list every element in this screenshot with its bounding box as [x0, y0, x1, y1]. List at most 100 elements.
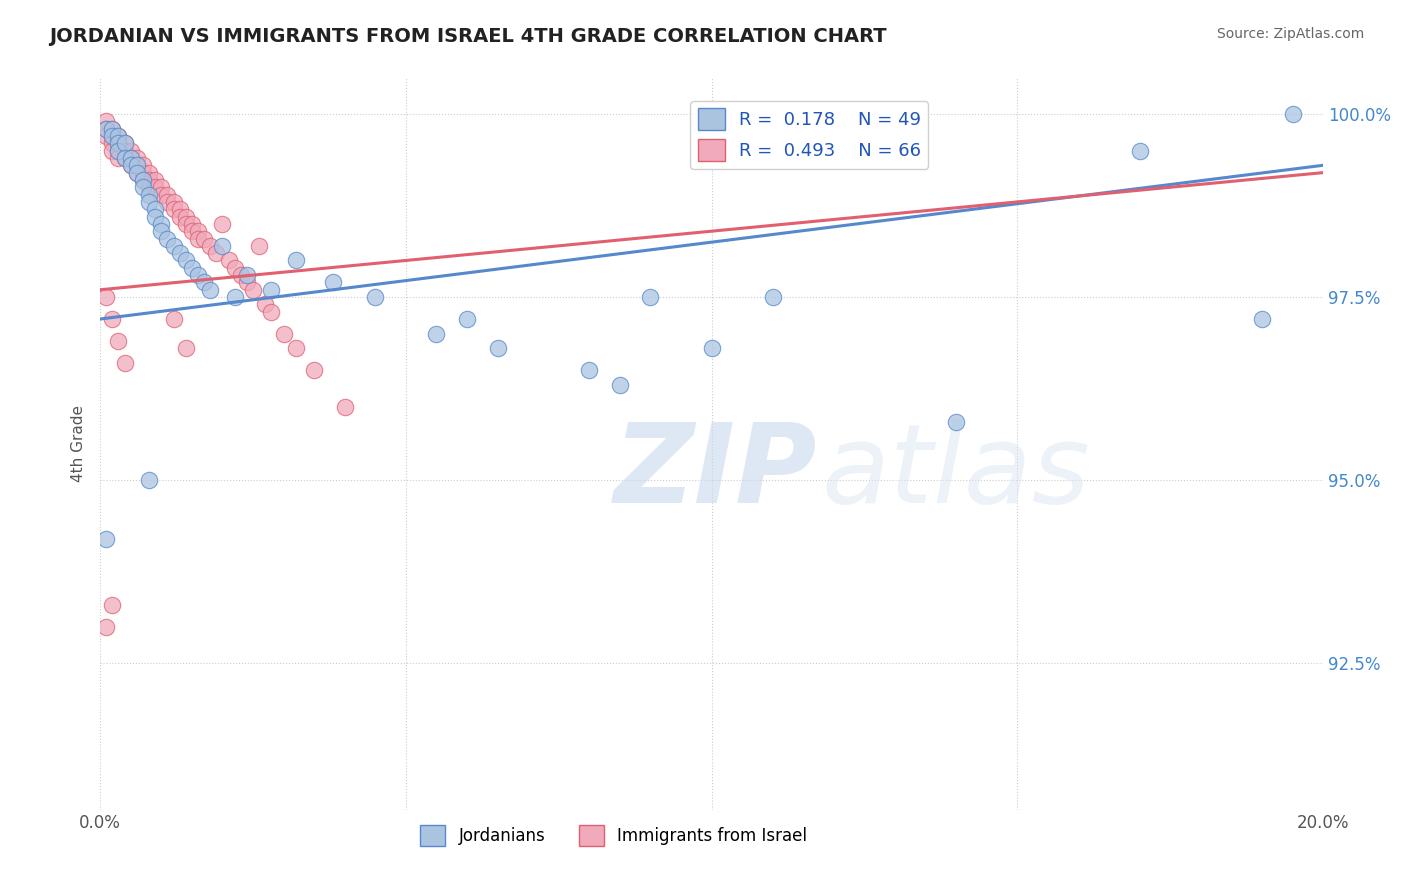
- Point: [143, 180, 166, 194]
- Point: [180, 224, 202, 238]
- Point: [273, 326, 295, 341]
- Point: [96, 114, 118, 128]
- Point: [96, 121, 118, 136]
- Point: [125, 166, 148, 180]
- Point: [156, 187, 179, 202]
- Point: [486, 341, 509, 355]
- Point: [125, 151, 148, 165]
- Point: [107, 128, 129, 143]
- Point: [150, 180, 173, 194]
- Point: [114, 144, 136, 158]
- Point: [96, 619, 118, 633]
- Point: [260, 283, 283, 297]
- Point: [945, 415, 967, 429]
- Point: [229, 268, 252, 282]
- Point: [107, 144, 129, 158]
- Point: [174, 210, 197, 224]
- Point: [218, 253, 240, 268]
- Point: [640, 290, 662, 304]
- Point: [162, 312, 184, 326]
- Point: [333, 400, 356, 414]
- Point: [321, 276, 343, 290]
- Point: [101, 312, 124, 326]
- Point: [120, 144, 142, 158]
- Point: [180, 217, 202, 231]
- Point: [143, 173, 166, 187]
- Point: [762, 290, 785, 304]
- Point: [236, 276, 259, 290]
- Point: [187, 231, 209, 245]
- Point: [138, 187, 160, 202]
- Point: [132, 173, 155, 187]
- Point: [193, 276, 215, 290]
- Point: [96, 121, 118, 136]
- Point: [236, 268, 259, 282]
- Text: Source: ZipAtlas.com: Source: ZipAtlas.com: [1216, 27, 1364, 41]
- Point: [150, 224, 173, 238]
- Point: [138, 166, 160, 180]
- Point: [96, 290, 118, 304]
- Point: [138, 173, 160, 187]
- Point: [200, 239, 222, 253]
- Point: [254, 297, 277, 311]
- Point: [150, 187, 173, 202]
- Point: [700, 341, 723, 355]
- Point: [169, 202, 191, 217]
- Point: [1251, 312, 1274, 326]
- Point: [132, 158, 155, 172]
- Point: [242, 283, 264, 297]
- Point: [120, 158, 142, 172]
- Point: [120, 158, 142, 172]
- Point: [1281, 107, 1303, 121]
- Point: [247, 239, 270, 253]
- Point: [284, 253, 307, 268]
- Point: [162, 239, 184, 253]
- Point: [96, 128, 118, 143]
- Point: [107, 151, 129, 165]
- Point: [101, 144, 124, 158]
- Point: [132, 166, 155, 180]
- Point: [114, 151, 136, 165]
- Point: [114, 356, 136, 370]
- Point: [578, 363, 600, 377]
- Point: [138, 473, 160, 487]
- Point: [302, 363, 325, 377]
- Point: [101, 121, 124, 136]
- Point: [107, 128, 129, 143]
- Point: [138, 194, 160, 209]
- Point: [114, 136, 136, 151]
- Point: [224, 290, 246, 304]
- Point: [101, 128, 124, 143]
- Point: [187, 268, 209, 282]
- Text: JORDANIAN VS IMMIGRANTS FROM ISRAEL 4TH GRADE CORRELATION CHART: JORDANIAN VS IMMIGRANTS FROM ISRAEL 4TH …: [49, 27, 887, 45]
- Point: [180, 260, 202, 275]
- Point: [1129, 144, 1152, 158]
- Point: [96, 532, 118, 546]
- Point: [174, 217, 197, 231]
- Text: atlas: atlas: [821, 419, 1090, 526]
- Point: [101, 136, 124, 151]
- Point: [125, 158, 148, 172]
- Point: [156, 194, 179, 209]
- Point: [205, 246, 228, 260]
- Point: [107, 136, 129, 151]
- Point: [456, 312, 478, 326]
- Point: [156, 231, 179, 245]
- Point: [211, 217, 233, 231]
- Point: [162, 194, 184, 209]
- Point: [169, 210, 191, 224]
- Point: [125, 166, 148, 180]
- Point: [107, 136, 129, 151]
- Point: [101, 598, 124, 612]
- Point: [120, 151, 142, 165]
- Point: [364, 290, 387, 304]
- Point: [284, 341, 307, 355]
- Point: [162, 202, 184, 217]
- Point: [138, 180, 160, 194]
- Point: [260, 304, 283, 318]
- Legend: R =  0.178    N = 49, R =  0.493    N = 66: R = 0.178 N = 49, R = 0.493 N = 66: [690, 101, 928, 169]
- Point: [101, 121, 124, 136]
- Point: [143, 210, 166, 224]
- Point: [174, 253, 197, 268]
- Point: [169, 246, 191, 260]
